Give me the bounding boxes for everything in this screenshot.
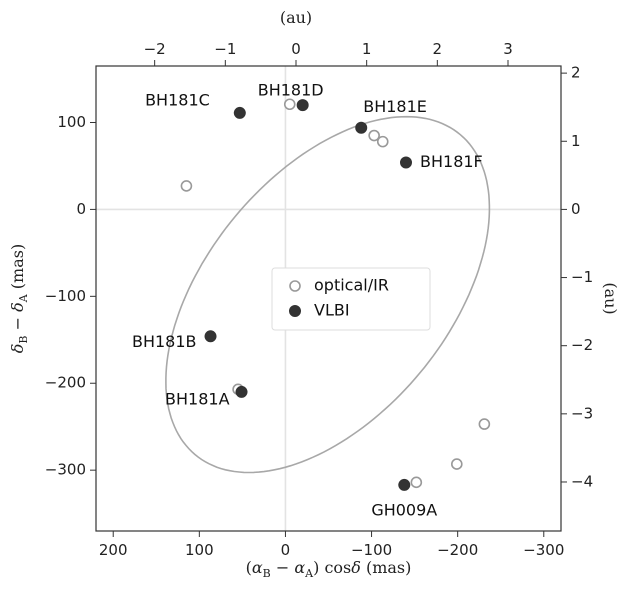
top-x-tick-label: 1 — [362, 40, 372, 58]
optical-ir-point — [451, 458, 463, 470]
top-x-tick-label: 2 — [433, 40, 443, 58]
y-tick-label: 100 — [57, 113, 86, 131]
right-y-tick-label: −1 — [571, 268, 593, 286]
point-label: GH009A — [371, 500, 437, 519]
x-tick-label: −100 — [351, 541, 392, 559]
y-tick-label: −300 — [45, 461, 86, 479]
top-x-tick-label: 0 — [291, 40, 301, 58]
y-tick-label: −200 — [45, 374, 86, 392]
point-label: BH181F — [420, 152, 483, 171]
right-axis-label: (au) — [601, 282, 620, 314]
optical-ir-point — [410, 476, 423, 489]
optical-ir-point — [376, 135, 389, 148]
right-y-tick-label: 1 — [571, 132, 581, 150]
right-y-tick-label: −3 — [571, 404, 593, 422]
x-tick-label: 200 — [99, 541, 128, 559]
x-tick-label: 100 — [185, 541, 214, 559]
vlbi-point — [235, 385, 248, 398]
optical-ir-point — [368, 129, 380, 142]
x-tick-label: −200 — [437, 541, 478, 559]
legend-label: optical/IR — [314, 276, 389, 295]
right-y-tick-label: 2 — [571, 64, 581, 82]
orbit-ellipse — [165, 115, 491, 474]
y-tick-label: −100 — [45, 287, 86, 305]
plot-frame — [95, 65, 562, 532]
point-label: BH181E — [363, 97, 427, 116]
vlbi-point — [296, 99, 309, 112]
top-x-tick-label: −1 — [214, 40, 236, 58]
x-axis-label: (αB − αA) cosδ (mas) — [246, 558, 412, 580]
legend-marker-vlbi — [289, 305, 301, 317]
top-x-tick-label: 3 — [503, 40, 513, 58]
y-axis-label: δB − δA (mas) — [8, 244, 30, 353]
x-tick-label: −300 — [523, 541, 564, 559]
right-y-tick-label: −2 — [571, 336, 593, 354]
y-tick-label: 0 — [76, 200, 86, 218]
point-label: BH181B — [132, 332, 197, 351]
vlbi-point — [355, 121, 368, 134]
vlbi-point — [400, 156, 412, 169]
optical-ir-point — [478, 418, 491, 430]
point-label: BH181D — [258, 81, 324, 100]
legend-label: VLBI — [314, 301, 350, 320]
point-label: BH181A — [165, 389, 230, 408]
right-y-tick-label: −4 — [571, 472, 593, 490]
top-x-tick-label: −2 — [144, 40, 166, 58]
optical-ir-point — [283, 98, 296, 111]
vlbi-point — [233, 106, 246, 119]
point-label: BH181C — [145, 90, 210, 109]
optical-ir-point — [180, 180, 193, 192]
right-y-tick-label: 0 — [571, 200, 581, 218]
legend-box — [271, 267, 431, 331]
vlbi-point — [204, 330, 217, 343]
vlbi-point — [398, 478, 411, 491]
legend-marker-optical-ir — [289, 280, 301, 292]
x-tick-label: 0 — [281, 541, 291, 559]
top-axis-label: (au) — [280, 8, 312, 27]
